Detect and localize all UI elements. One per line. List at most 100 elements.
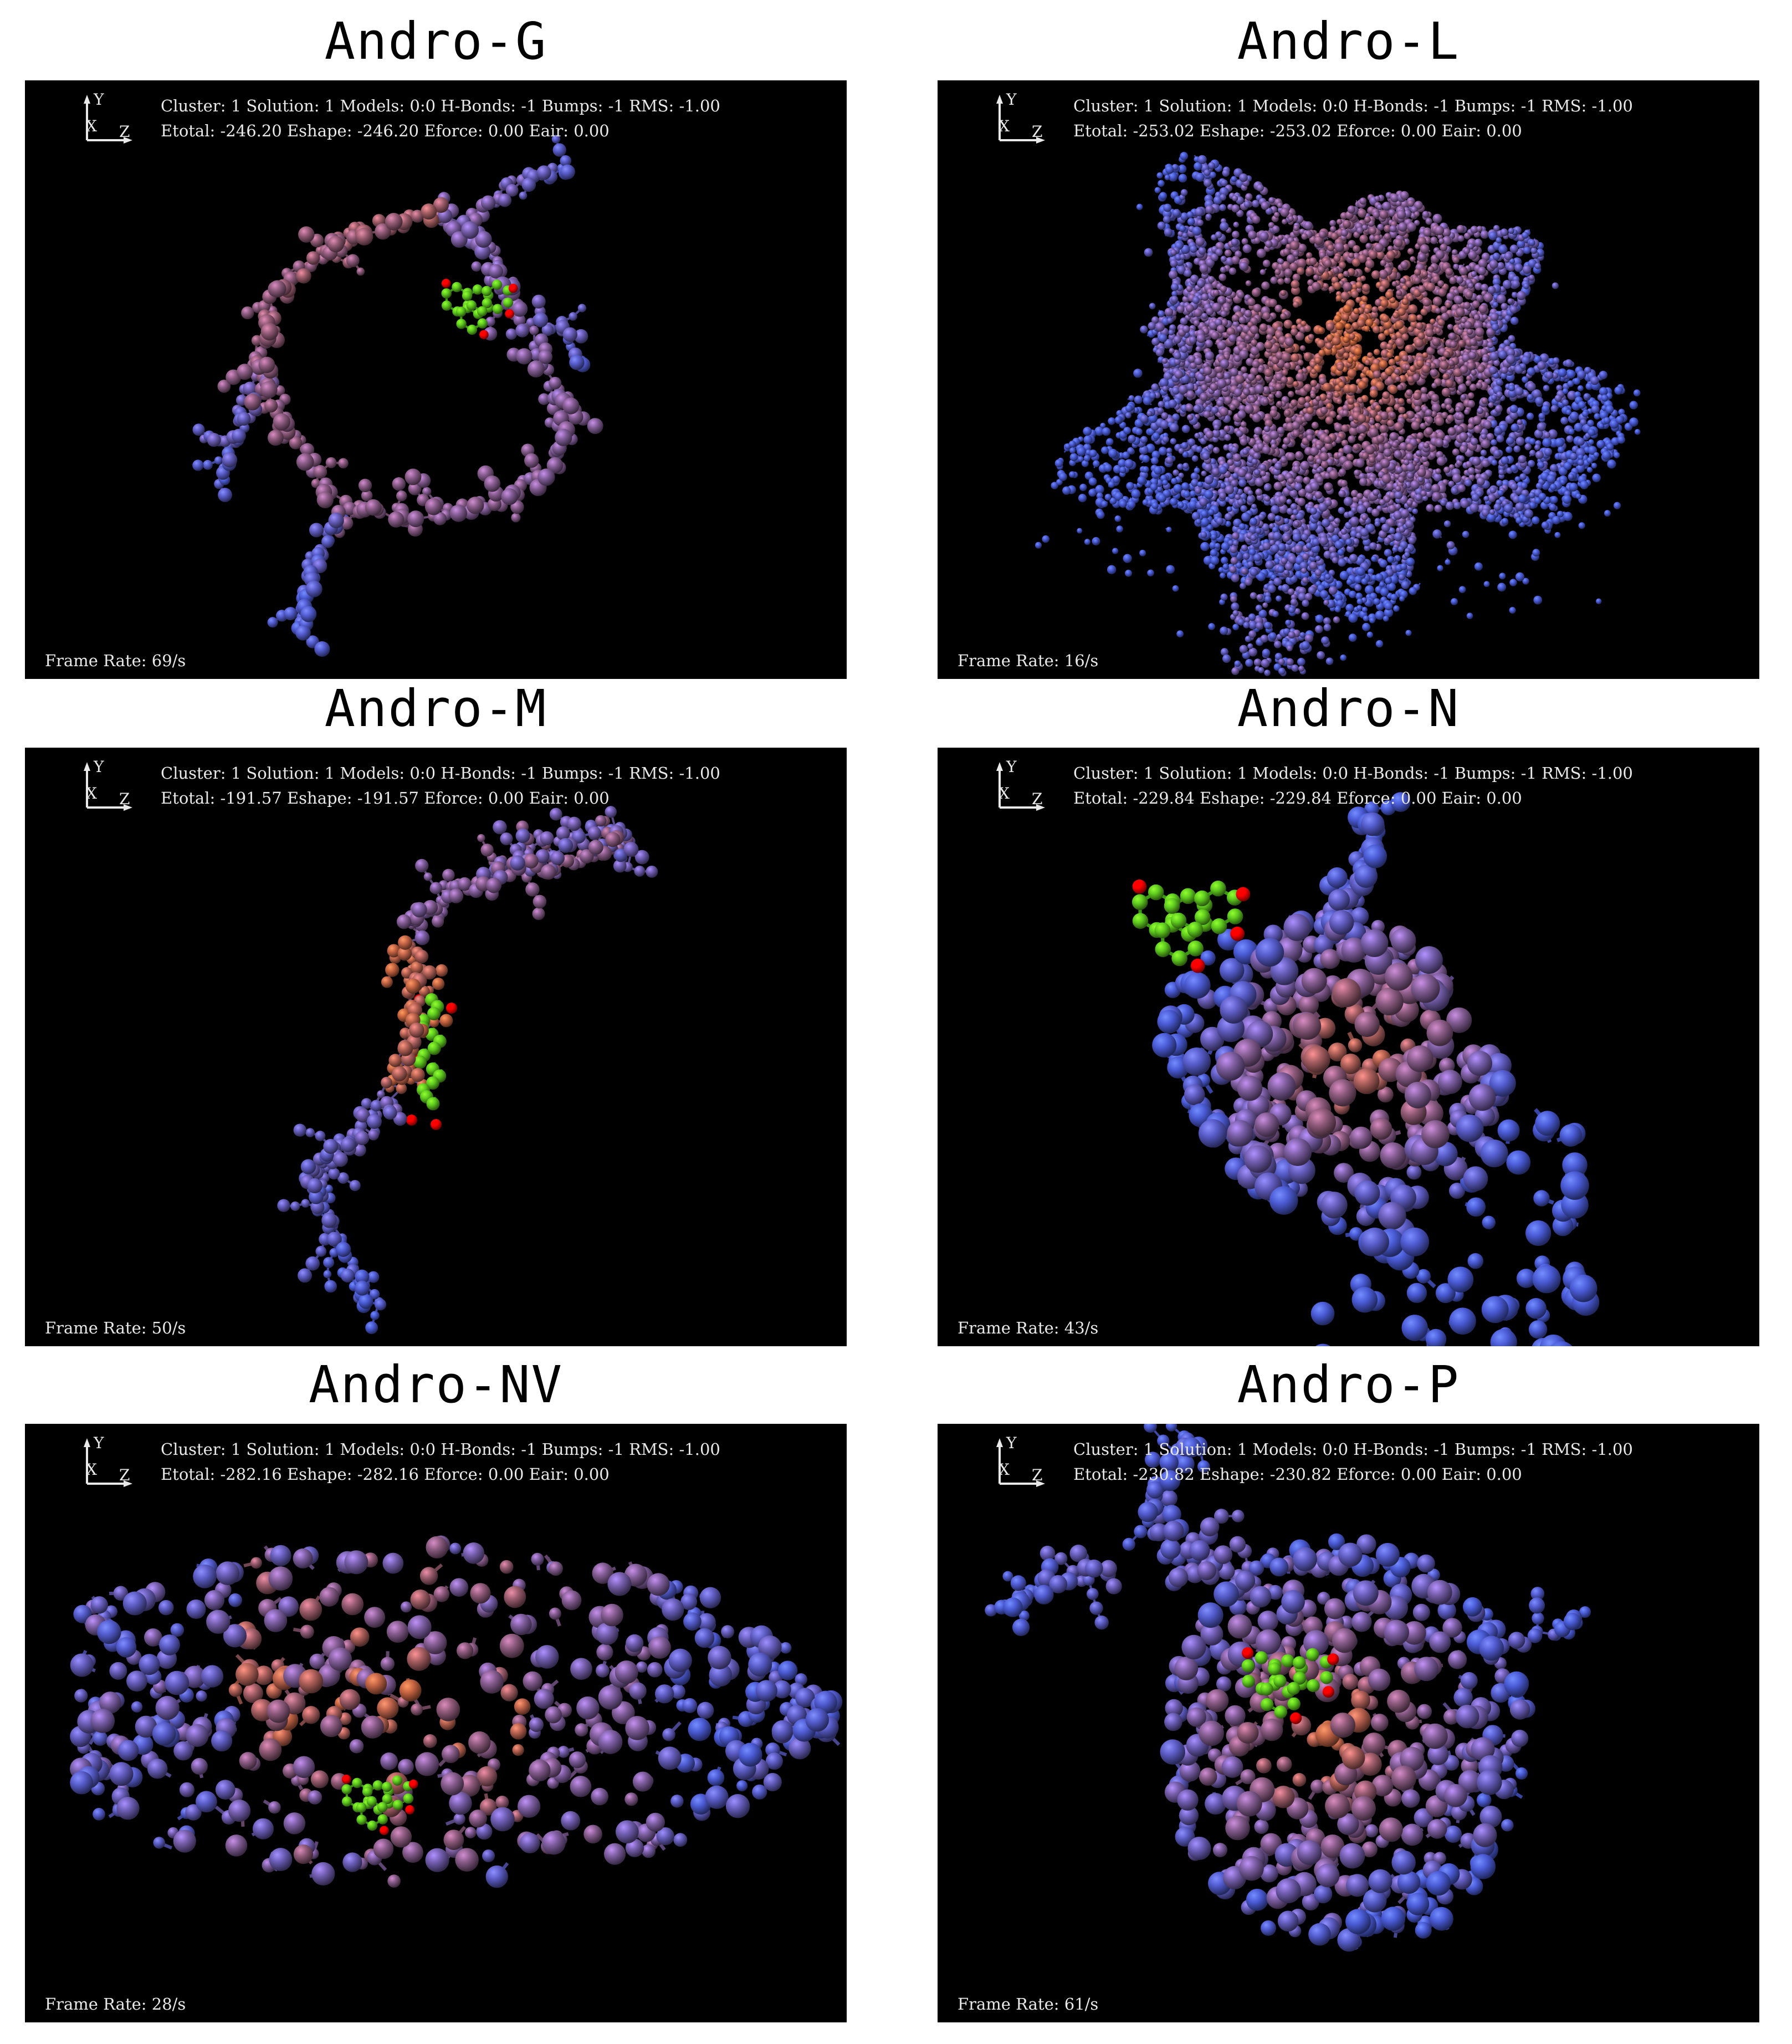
atom xyxy=(1194,467,1200,474)
viewer-panel-andro-l[interactable]: Y X Z Cluster: 1 Solution: 1 Models: 0:0… xyxy=(938,80,1759,679)
atom xyxy=(214,456,223,465)
atom xyxy=(501,488,518,505)
atom xyxy=(1100,422,1106,428)
atom xyxy=(311,478,321,488)
atom xyxy=(1522,376,1529,383)
viewer-panel-andro-g[interactable]: Y X Z Cluster: 1 Solution: 1 Models: 0:0… xyxy=(25,80,847,679)
atom xyxy=(1388,359,1396,366)
atom xyxy=(1543,385,1550,392)
atom xyxy=(1208,623,1216,630)
atom xyxy=(1408,304,1418,314)
ligand-atom xyxy=(482,285,492,297)
atom xyxy=(1533,595,1543,605)
atom xyxy=(243,381,257,396)
atom xyxy=(480,195,496,210)
atom xyxy=(1164,396,1170,403)
oxygen-atom xyxy=(508,283,518,293)
atom xyxy=(237,412,251,426)
ligand-atom xyxy=(477,318,488,329)
atom xyxy=(258,356,275,374)
oxygen-atom xyxy=(505,309,514,319)
atom xyxy=(1156,486,1163,493)
atom xyxy=(1613,502,1621,509)
atom xyxy=(498,193,512,207)
atom xyxy=(192,459,204,471)
atom xyxy=(524,453,539,468)
atom xyxy=(1430,237,1438,244)
atom xyxy=(1337,273,1344,280)
atom xyxy=(1513,445,1521,453)
atom xyxy=(1529,449,1536,457)
atom xyxy=(1329,219,1337,227)
atom xyxy=(1348,240,1356,248)
atom xyxy=(569,355,585,370)
atom xyxy=(328,512,344,529)
atom xyxy=(1592,473,1601,482)
atom xyxy=(505,184,519,197)
panel-title-andro-n: Andro-N xyxy=(1237,679,1460,738)
atom xyxy=(1355,297,1362,303)
atom xyxy=(560,164,575,180)
atom xyxy=(1586,467,1593,473)
atom xyxy=(1274,391,1282,398)
atom xyxy=(549,376,562,390)
atom xyxy=(267,617,278,628)
molecule-render[interactable] xyxy=(938,80,1759,679)
atom xyxy=(1369,617,1375,624)
atom xyxy=(1364,544,1371,551)
atom xyxy=(521,177,536,192)
atom xyxy=(306,251,320,265)
axis-indicator: Y X Z xyxy=(80,90,136,146)
atom xyxy=(1368,568,1374,575)
ligand-atom xyxy=(472,284,483,295)
atom xyxy=(1594,413,1601,420)
atom xyxy=(192,423,205,436)
atom xyxy=(1169,324,1176,331)
atom xyxy=(1274,304,1283,313)
atom xyxy=(269,280,286,298)
atom xyxy=(1574,391,1581,398)
atom xyxy=(1354,584,1362,591)
ligand-atom xyxy=(492,304,503,314)
atom xyxy=(392,477,406,491)
atom xyxy=(1078,493,1087,503)
atom xyxy=(538,350,552,364)
atom xyxy=(222,452,238,468)
atom xyxy=(471,261,482,272)
atom xyxy=(327,236,345,253)
atom xyxy=(1618,408,1625,416)
atom xyxy=(505,328,518,340)
ligand-atom xyxy=(441,288,452,299)
atom xyxy=(411,209,424,223)
atom xyxy=(1242,244,1252,253)
atom xyxy=(356,267,365,276)
atom xyxy=(1355,281,1363,289)
axis-x-label: X xyxy=(86,117,97,135)
atom xyxy=(1253,237,1261,244)
atom xyxy=(1445,559,1451,565)
atom xyxy=(1393,605,1400,612)
atom xyxy=(1308,334,1314,340)
atom xyxy=(1522,578,1529,585)
oxygen-atom xyxy=(441,279,451,288)
atom xyxy=(1420,422,1426,430)
atom xyxy=(207,433,221,447)
atom xyxy=(321,535,334,548)
atom xyxy=(537,468,555,486)
atom xyxy=(1201,471,1207,477)
atom xyxy=(1158,447,1168,456)
atom xyxy=(555,428,572,447)
atom xyxy=(1284,277,1291,284)
atom xyxy=(305,580,322,597)
atom xyxy=(1431,382,1437,389)
atom xyxy=(1444,398,1452,406)
atom xyxy=(1232,624,1240,631)
atom xyxy=(1281,261,1291,270)
atom xyxy=(267,430,284,446)
atom xyxy=(1094,426,1104,436)
molecule-render[interactable] xyxy=(25,80,847,679)
atom xyxy=(1509,579,1517,586)
atom xyxy=(1336,398,1343,405)
panel-title-andro-p: Andro-P xyxy=(1237,1355,1460,1414)
atom xyxy=(1340,654,1346,661)
